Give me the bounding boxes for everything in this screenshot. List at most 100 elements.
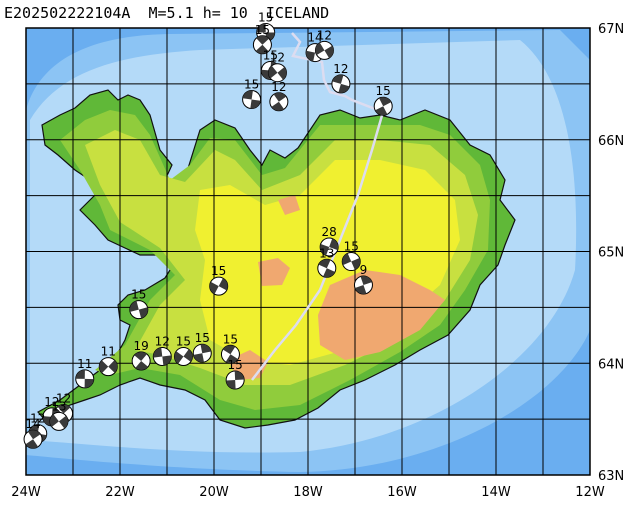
lon-tick-label: 22W — [105, 485, 135, 500]
lon-tick-label: 14W — [481, 485, 511, 500]
focal-mechanism: 15 — [341, 240, 361, 272]
mechanism-depth-label: 11 — [77, 357, 92, 371]
mechanism-depth-label: 13 — [319, 246, 334, 260]
focal-mechanism: 13 — [49, 399, 69, 431]
compression-quadrant — [28, 430, 41, 440]
compression-quadrant — [338, 83, 350, 93]
compression-quadrant — [57, 404, 71, 414]
mechanism-depth-label: 13 — [51, 399, 66, 413]
mechanism-depth-label: 15 — [195, 331, 210, 345]
compression-quadrant — [268, 65, 278, 79]
compression-quadrant — [49, 414, 59, 427]
compression-quadrant — [318, 259, 331, 269]
mechanism-depth-label: 15 — [228, 358, 243, 372]
compression-quadrant — [162, 355, 172, 366]
compression-quadrant — [360, 275, 372, 286]
lon-tick-label: 12W — [575, 485, 605, 500]
compression-quadrant — [332, 74, 344, 84]
region-label: ICELAND — [265, 4, 330, 22]
compression-quadrant — [226, 380, 236, 390]
mechanism-depth-label: 15 — [255, 23, 270, 37]
compression-quadrant — [129, 300, 139, 312]
compression-quadrant — [108, 360, 118, 373]
map-grid — [26, 28, 590, 475]
compression-quadrant — [234, 370, 245, 381]
magnitude-label: M=5.1 — [148, 4, 194, 22]
mechanism-depth-label: 12 — [30, 412, 45, 426]
lat-tick-label: 65N — [598, 246, 624, 261]
mechanism-depth-label: 9 — [360, 263, 368, 277]
focal-mechanism: 12 — [269, 80, 289, 112]
mechanism-depth-label: 15 — [263, 48, 278, 62]
mechanism-depth-label: 12 — [317, 28, 332, 42]
mechanism-depth-label: 12 — [44, 395, 59, 409]
compression-quadrant — [99, 360, 109, 374]
map-frame — [25, 27, 591, 476]
compression-quadrant — [306, 50, 316, 62]
mechanism-depth-label: 28 — [322, 225, 337, 239]
compression-quadrant — [183, 349, 193, 362]
focal-mechanism: 12 — [267, 51, 287, 83]
compression-quadrant — [58, 415, 68, 429]
compression-quadrant — [174, 351, 184, 364]
focal-mechanism: 15 — [192, 331, 212, 363]
compression-quadrant — [323, 268, 335, 278]
compression-quadrant — [271, 101, 284, 111]
mechanism-depth-label: 15 — [211, 264, 226, 278]
compression-quadrant — [200, 344, 212, 354]
lat-tick-label: 66N — [598, 134, 624, 149]
compression-quadrant — [135, 361, 148, 370]
mechanism-depth-label: 12 — [271, 80, 286, 94]
compression-quadrant — [225, 354, 239, 364]
compression-quadrant — [153, 347, 163, 358]
compression-quadrant — [273, 92, 287, 102]
mechanism-depth-label: 14 — [307, 31, 322, 45]
compression-quadrant — [134, 352, 147, 362]
focal-mechanism: 12 — [314, 28, 334, 60]
compression-quadrant — [242, 90, 253, 100]
compression-quadrant — [25, 439, 39, 449]
compression-quadrant — [277, 67, 287, 80]
focal-mechanism: 19 — [131, 339, 151, 371]
compression-quadrant — [75, 369, 85, 379]
glacier-langjokull — [258, 258, 290, 286]
focal-mechanism: 11 — [75, 357, 95, 389]
compression-quadrant — [218, 278, 228, 291]
focal-mechanism: 15 — [129, 288, 149, 320]
mechanism-depth-label: 12 — [155, 335, 170, 349]
mechanism-depth-label: 14 — [25, 417, 40, 431]
focal-mechanism: 14 — [23, 417, 43, 449]
compression-quadrant — [351, 258, 361, 270]
focal-mechanism: 11 — [98, 345, 118, 377]
map-title: E202502222104A M=5.1 h= 10 ICELAND — [4, 4, 329, 22]
compression-quadrant — [138, 307, 148, 319]
compression-quadrant — [355, 285, 367, 294]
lon-labels: 24W 22W 20W 18W 16W 14W 12W — [11, 485, 605, 500]
focal-mechanism: 15 — [173, 335, 193, 367]
mechanism-depth-label: 15 — [176, 335, 191, 349]
lon-tick-label: 18W — [293, 485, 323, 500]
lat-tick-label: 64N — [598, 357, 624, 372]
plate-boundary-north — [291, 32, 384, 114]
focal-mechanism: 13 — [317, 246, 337, 278]
plate-boundary-rift — [251, 289, 322, 381]
compression-quadrant — [193, 353, 204, 363]
compression-quadrant — [84, 378, 94, 388]
compression-quadrant — [375, 106, 388, 116]
glacier-vatnajokull — [318, 270, 445, 360]
compression-quadrant — [329, 238, 339, 251]
mechanism-depth-label: 15 — [344, 240, 359, 254]
mechanism-depth-label: 11 — [101, 345, 116, 359]
compression-quadrant — [315, 42, 325, 55]
lon-tick-label: 24W — [11, 485, 41, 500]
focal-mechanism: 15 — [225, 358, 245, 390]
mechanism-depth-label: 15 — [131, 288, 146, 302]
focal-mechanism: 15 — [220, 332, 240, 364]
event-id: E202502222104A — [4, 4, 131, 22]
compression-quadrant — [256, 35, 269, 45]
mechanism-depth-label: 19 — [134, 339, 149, 353]
focal-mechanism: 12 — [331, 62, 351, 94]
compression-quadrant — [324, 45, 334, 59]
